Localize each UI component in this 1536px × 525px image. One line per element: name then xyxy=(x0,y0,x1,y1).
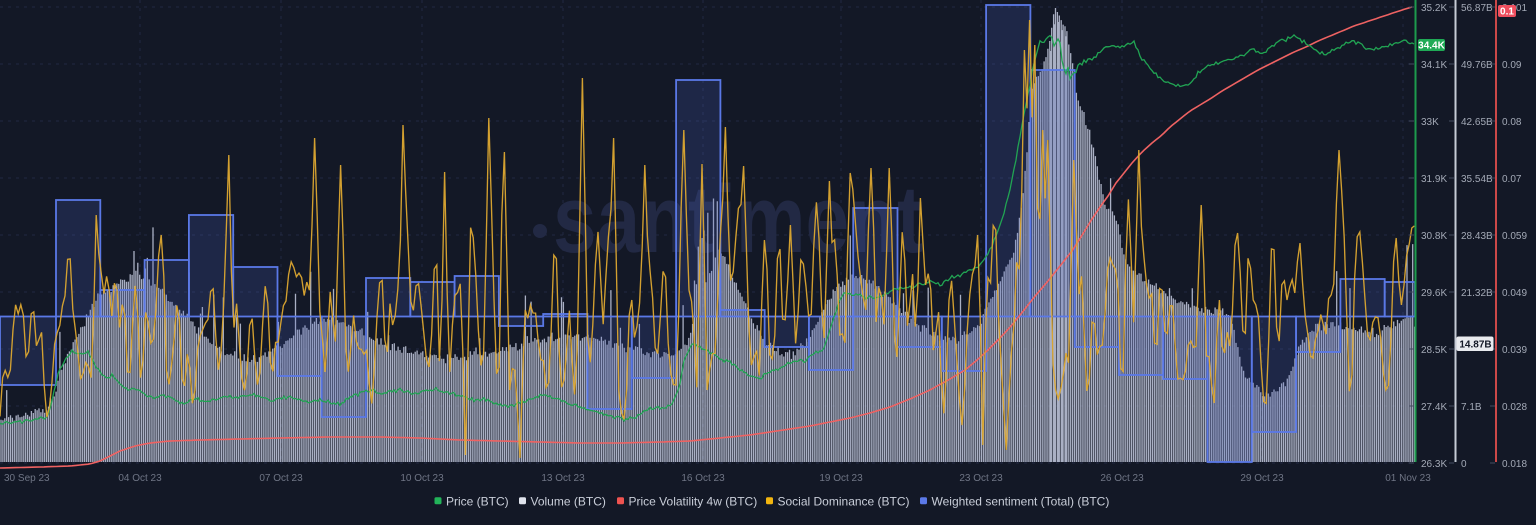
svg-text:56.87B: 56.87B xyxy=(1461,3,1493,14)
svg-text:16 Oct 23: 16 Oct 23 xyxy=(681,473,725,484)
svg-text:26.3K: 26.3K xyxy=(1421,459,1447,470)
svg-text:Weighted sentiment (Total) (BT: Weighted sentiment (Total) (BTC) xyxy=(932,494,1110,508)
svg-text:01 Nov 23: 01 Nov 23 xyxy=(1385,473,1431,484)
svg-text:0.059: 0.059 xyxy=(1502,231,1527,242)
svg-text:49.76B: 49.76B xyxy=(1461,60,1493,71)
svg-text:0.039: 0.039 xyxy=(1502,345,1527,356)
svg-text:34.4K: 34.4K xyxy=(1418,41,1445,52)
svg-text:29 Oct 23: 29 Oct 23 xyxy=(1240,473,1284,484)
svg-text:35.2K: 35.2K xyxy=(1421,3,1447,14)
svg-text:0.028: 0.028 xyxy=(1502,402,1527,413)
svg-text:Social Dominance (BTC): Social Dominance (BTC) xyxy=(778,494,910,508)
svg-text:0.1: 0.1 xyxy=(1500,7,1514,18)
svg-text:10 Oct 23: 10 Oct 23 xyxy=(400,473,444,484)
svg-text:42.65B: 42.65B xyxy=(1461,117,1493,128)
svg-text:0.07: 0.07 xyxy=(1502,174,1522,185)
svg-text:29.6K: 29.6K xyxy=(1421,288,1447,299)
svg-text:0: 0 xyxy=(1461,459,1467,470)
svg-text:19 Oct 23: 19 Oct 23 xyxy=(819,473,863,484)
svg-text:0.049: 0.049 xyxy=(1502,288,1527,299)
svg-text:30 Sep 23: 30 Sep 23 xyxy=(4,473,50,484)
svg-text:0.08: 0.08 xyxy=(1502,117,1522,128)
svg-text:33K: 33K xyxy=(1421,117,1439,128)
svg-text:35.54B: 35.54B xyxy=(1461,174,1493,185)
svg-text:7.1B: 7.1B xyxy=(1461,402,1482,413)
svg-text:0.018: 0.018 xyxy=(1502,459,1527,470)
svg-text:0.09: 0.09 xyxy=(1502,60,1522,71)
svg-text:28.5K: 28.5K xyxy=(1421,345,1447,356)
svg-text:Price Volatility 4w (BTC): Price Volatility 4w (BTC) xyxy=(629,494,758,508)
svg-text:14.87B: 14.87B xyxy=(1459,340,1491,351)
svg-text:23 Oct 23: 23 Oct 23 xyxy=(959,473,1003,484)
svg-text:30.8K: 30.8K xyxy=(1421,231,1447,242)
svg-text:26 Oct 23: 26 Oct 23 xyxy=(1100,473,1144,484)
svg-text:07 Oct 23: 07 Oct 23 xyxy=(259,473,303,484)
svg-text:27.4K: 27.4K xyxy=(1421,402,1447,413)
svg-text:Volume (BTC): Volume (BTC) xyxy=(531,494,606,508)
svg-text:21.32B: 21.32B xyxy=(1461,288,1493,299)
svg-text:28.43B: 28.43B xyxy=(1461,231,1493,242)
svg-text:Price (BTC): Price (BTC) xyxy=(446,494,509,508)
svg-text:04 Oct 23: 04 Oct 23 xyxy=(118,473,162,484)
svg-text:34.1K: 34.1K xyxy=(1421,60,1447,71)
svg-text:31.9K: 31.9K xyxy=(1421,174,1447,185)
svg-text:13 Oct 23: 13 Oct 23 xyxy=(541,473,585,484)
